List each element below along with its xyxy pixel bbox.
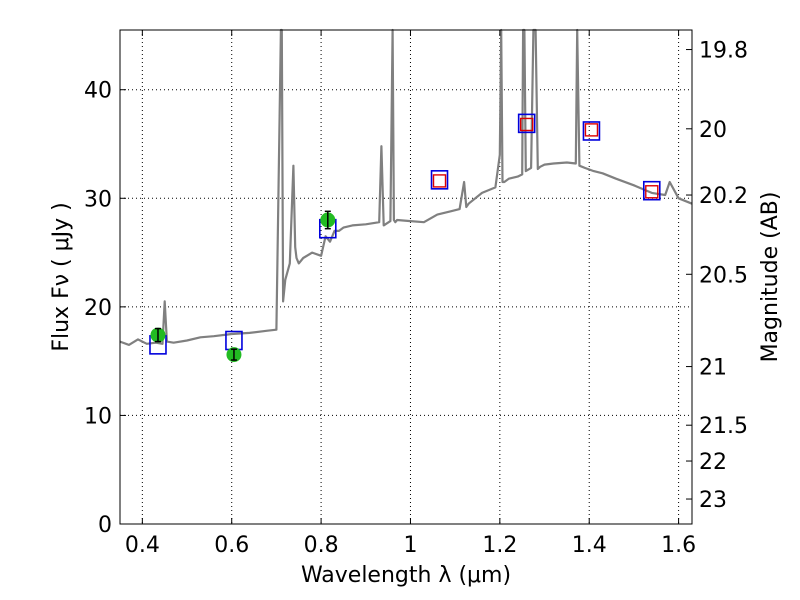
right-tick-label: 22 xyxy=(699,450,727,475)
model-red-square xyxy=(432,174,447,188)
spectrum-line xyxy=(119,28,693,346)
x-tick-label: 1.4 xyxy=(572,533,607,558)
y-tick-label: 0 xyxy=(98,513,112,538)
y-tick-label: 20 xyxy=(84,296,112,321)
x-tick-label: 0.4 xyxy=(125,533,160,558)
right-tick-label: 19.8 xyxy=(699,39,748,64)
plot-frame xyxy=(119,29,693,525)
x-tick-label: 1.2 xyxy=(482,533,517,558)
model-blue-square xyxy=(517,113,536,134)
spectrum-layer xyxy=(119,28,693,346)
model-red-square xyxy=(519,117,534,132)
right-tick-label: 20.2 xyxy=(699,184,748,209)
y-axis-title: Flux Fν ( μJy ) xyxy=(49,202,74,351)
right-tick-label: 23 xyxy=(699,488,727,513)
x-tick-label: 0.8 xyxy=(304,533,339,558)
right-tick-label: 21 xyxy=(699,356,727,381)
model-blue-square xyxy=(430,170,449,190)
right-tick-label: 21.5 xyxy=(699,414,748,439)
model-red-square xyxy=(645,185,659,199)
x-axis-title: Wavelength λ (μm) xyxy=(301,563,511,588)
right-axis-title: Magnitude (AB) xyxy=(758,192,783,363)
right-tick-label: 20.5 xyxy=(699,263,748,288)
x-tick-label: 1.6 xyxy=(661,533,696,558)
grid-lines xyxy=(120,30,692,525)
model-blue-square xyxy=(642,180,661,201)
y-tick-label: 40 xyxy=(84,79,112,104)
right-tick-label: 20 xyxy=(699,118,727,143)
x-tick-label: 1 xyxy=(403,533,417,558)
model-blue-square xyxy=(582,121,601,141)
x-tick-label: 0.6 xyxy=(214,533,249,558)
axis-ticks: 0.4 0.6 0.8 1 1.2 1.4 1.6 0 10 20 30 40 19.8 20 20.2 20… xyxy=(84,30,748,558)
photometry-markers xyxy=(149,113,661,363)
y-tick-label: 10 xyxy=(84,404,112,429)
y-tick-label: 30 xyxy=(84,187,112,212)
model-red-square xyxy=(584,123,599,137)
